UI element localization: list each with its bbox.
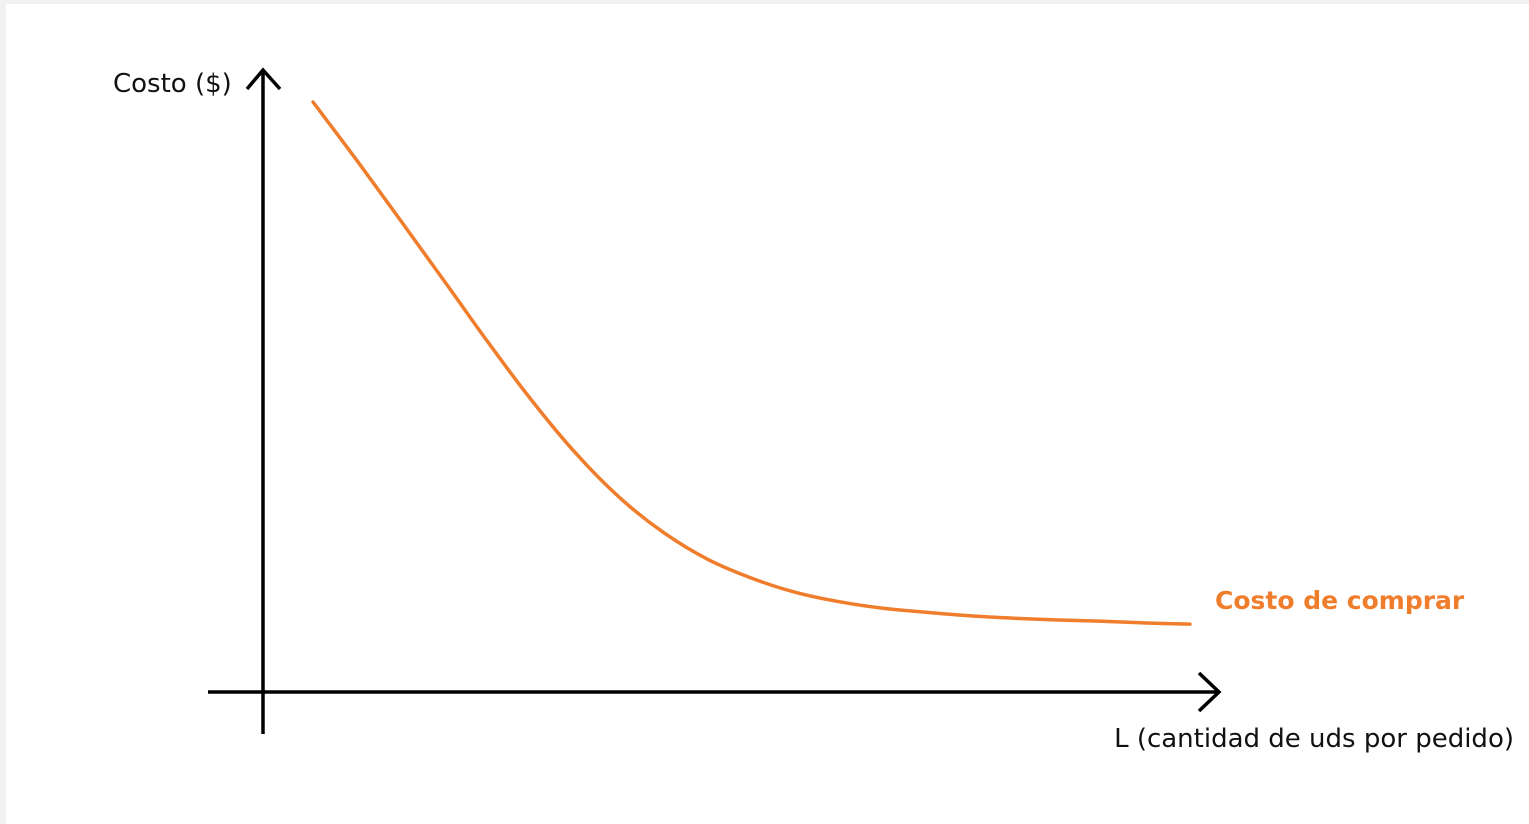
y-axis-arrow (245, 67, 282, 91)
series-line-costo-de-comprar (311, 100, 1192, 626)
series-label-costo-de-comprar: Costo de comprar (1215, 586, 1465, 615)
y-axis-title: Costo ($) (113, 69, 232, 99)
top-border (0, 0, 1529, 4)
x-axis-title: L (cantidad de uds por pedido) (1114, 724, 1514, 754)
x-axis-arrow (1197, 671, 1222, 713)
left-border (0, 0, 6, 824)
